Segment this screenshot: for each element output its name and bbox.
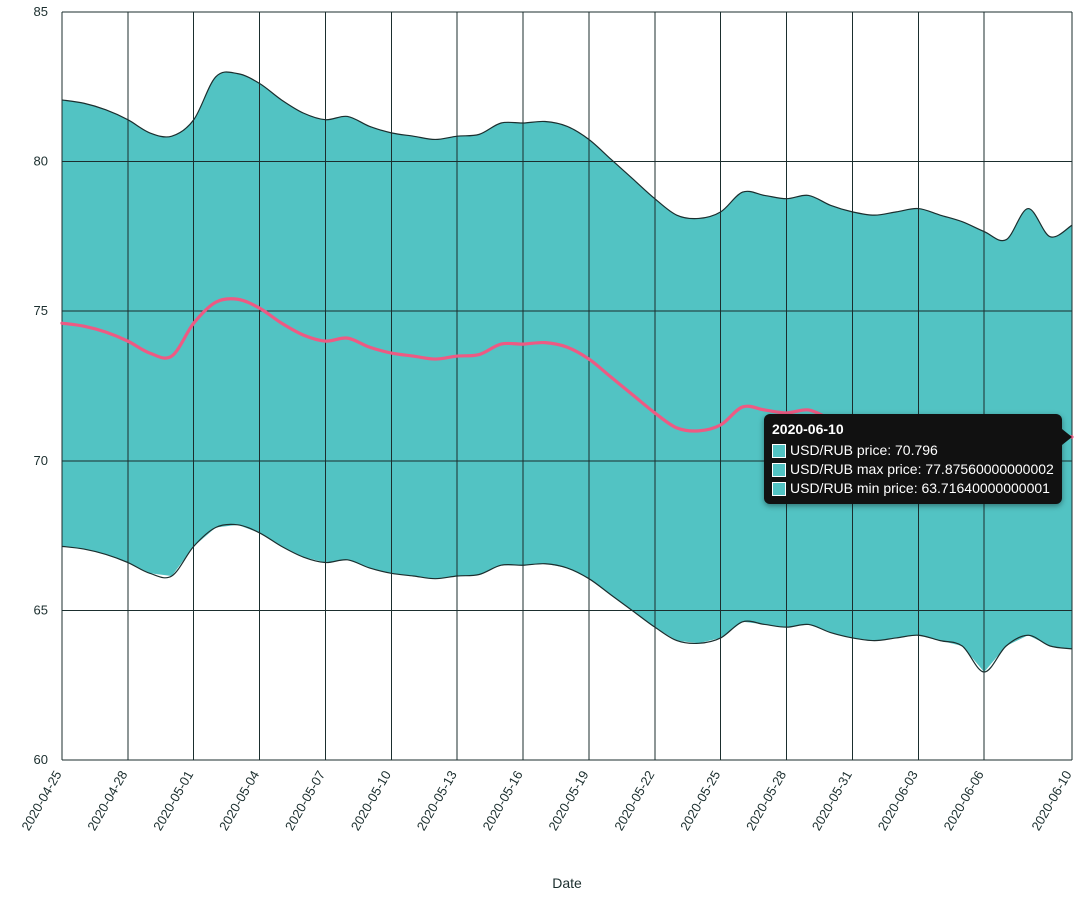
tooltip-pointer <box>1062 429 1072 445</box>
tooltip-label: USD/RUB price: 70.796 <box>790 441 938 460</box>
svg-text:2020-05-28: 2020-05-28 <box>743 768 789 833</box>
tooltip-row-max: USD/RUB max price: 77.87560000000002 <box>772 460 1054 479</box>
svg-text:2020-05-13: 2020-05-13 <box>414 768 460 833</box>
chart-container: 60 65 70 75 80 85 2020-04-25 2020-04-28 2020-05-… <box>0 0 1087 906</box>
svg-text:2020-06-03: 2020-06-03 <box>875 768 921 833</box>
tooltip-label: USD/RUB max price: 77.87560000000002 <box>790 460 1054 479</box>
svg-text:2020-05-31: 2020-05-31 <box>809 768 855 833</box>
svg-text:2020-06-10: 2020-06-10 <box>1028 768 1074 833</box>
tooltip-row-price: USD/RUB price: 70.796 <box>772 441 1054 460</box>
svg-text:2020-05-04: 2020-05-04 <box>216 768 262 833</box>
svg-text:80: 80 <box>34 154 48 169</box>
svg-text:60: 60 <box>34 752 48 767</box>
tooltip-swatch <box>772 444 786 458</box>
svg-text:2020-05-22: 2020-05-22 <box>611 768 657 833</box>
svg-text:2020-05-16: 2020-05-16 <box>479 768 525 833</box>
svg-text:2020-05-10: 2020-05-10 <box>348 768 394 833</box>
svg-text:2020-05-01: 2020-05-01 <box>150 768 196 833</box>
svg-text:2020-04-25: 2020-04-25 <box>18 768 64 833</box>
tooltip-row-min: USD/RUB min price: 63.71640000000001 <box>772 479 1054 498</box>
svg-text:2020-04-28: 2020-04-28 <box>84 768 130 833</box>
svg-text:65: 65 <box>34 602 48 617</box>
svg-text:70: 70 <box>34 453 48 468</box>
svg-text:2020-05-07: 2020-05-07 <box>282 768 328 833</box>
tooltip-swatch <box>772 463 786 477</box>
svg-text:Date: Date <box>552 875 582 891</box>
svg-text:2020-05-19: 2020-05-19 <box>545 768 591 833</box>
svg-text:85: 85 <box>34 4 48 19</box>
tooltip-swatch <box>772 482 786 496</box>
svg-text:2020-06-06: 2020-06-06 <box>941 768 987 833</box>
tooltip-date: 2020-06-10 <box>772 420 1054 439</box>
chart-tooltip: 2020-06-10 USD/RUB price: 70.796 USD/RUB… <box>764 414 1062 504</box>
tooltip-label: USD/RUB min price: 63.71640000000001 <box>790 479 1050 498</box>
svg-text:75: 75 <box>34 303 48 318</box>
svg-text:2020-05-25: 2020-05-25 <box>677 768 723 833</box>
